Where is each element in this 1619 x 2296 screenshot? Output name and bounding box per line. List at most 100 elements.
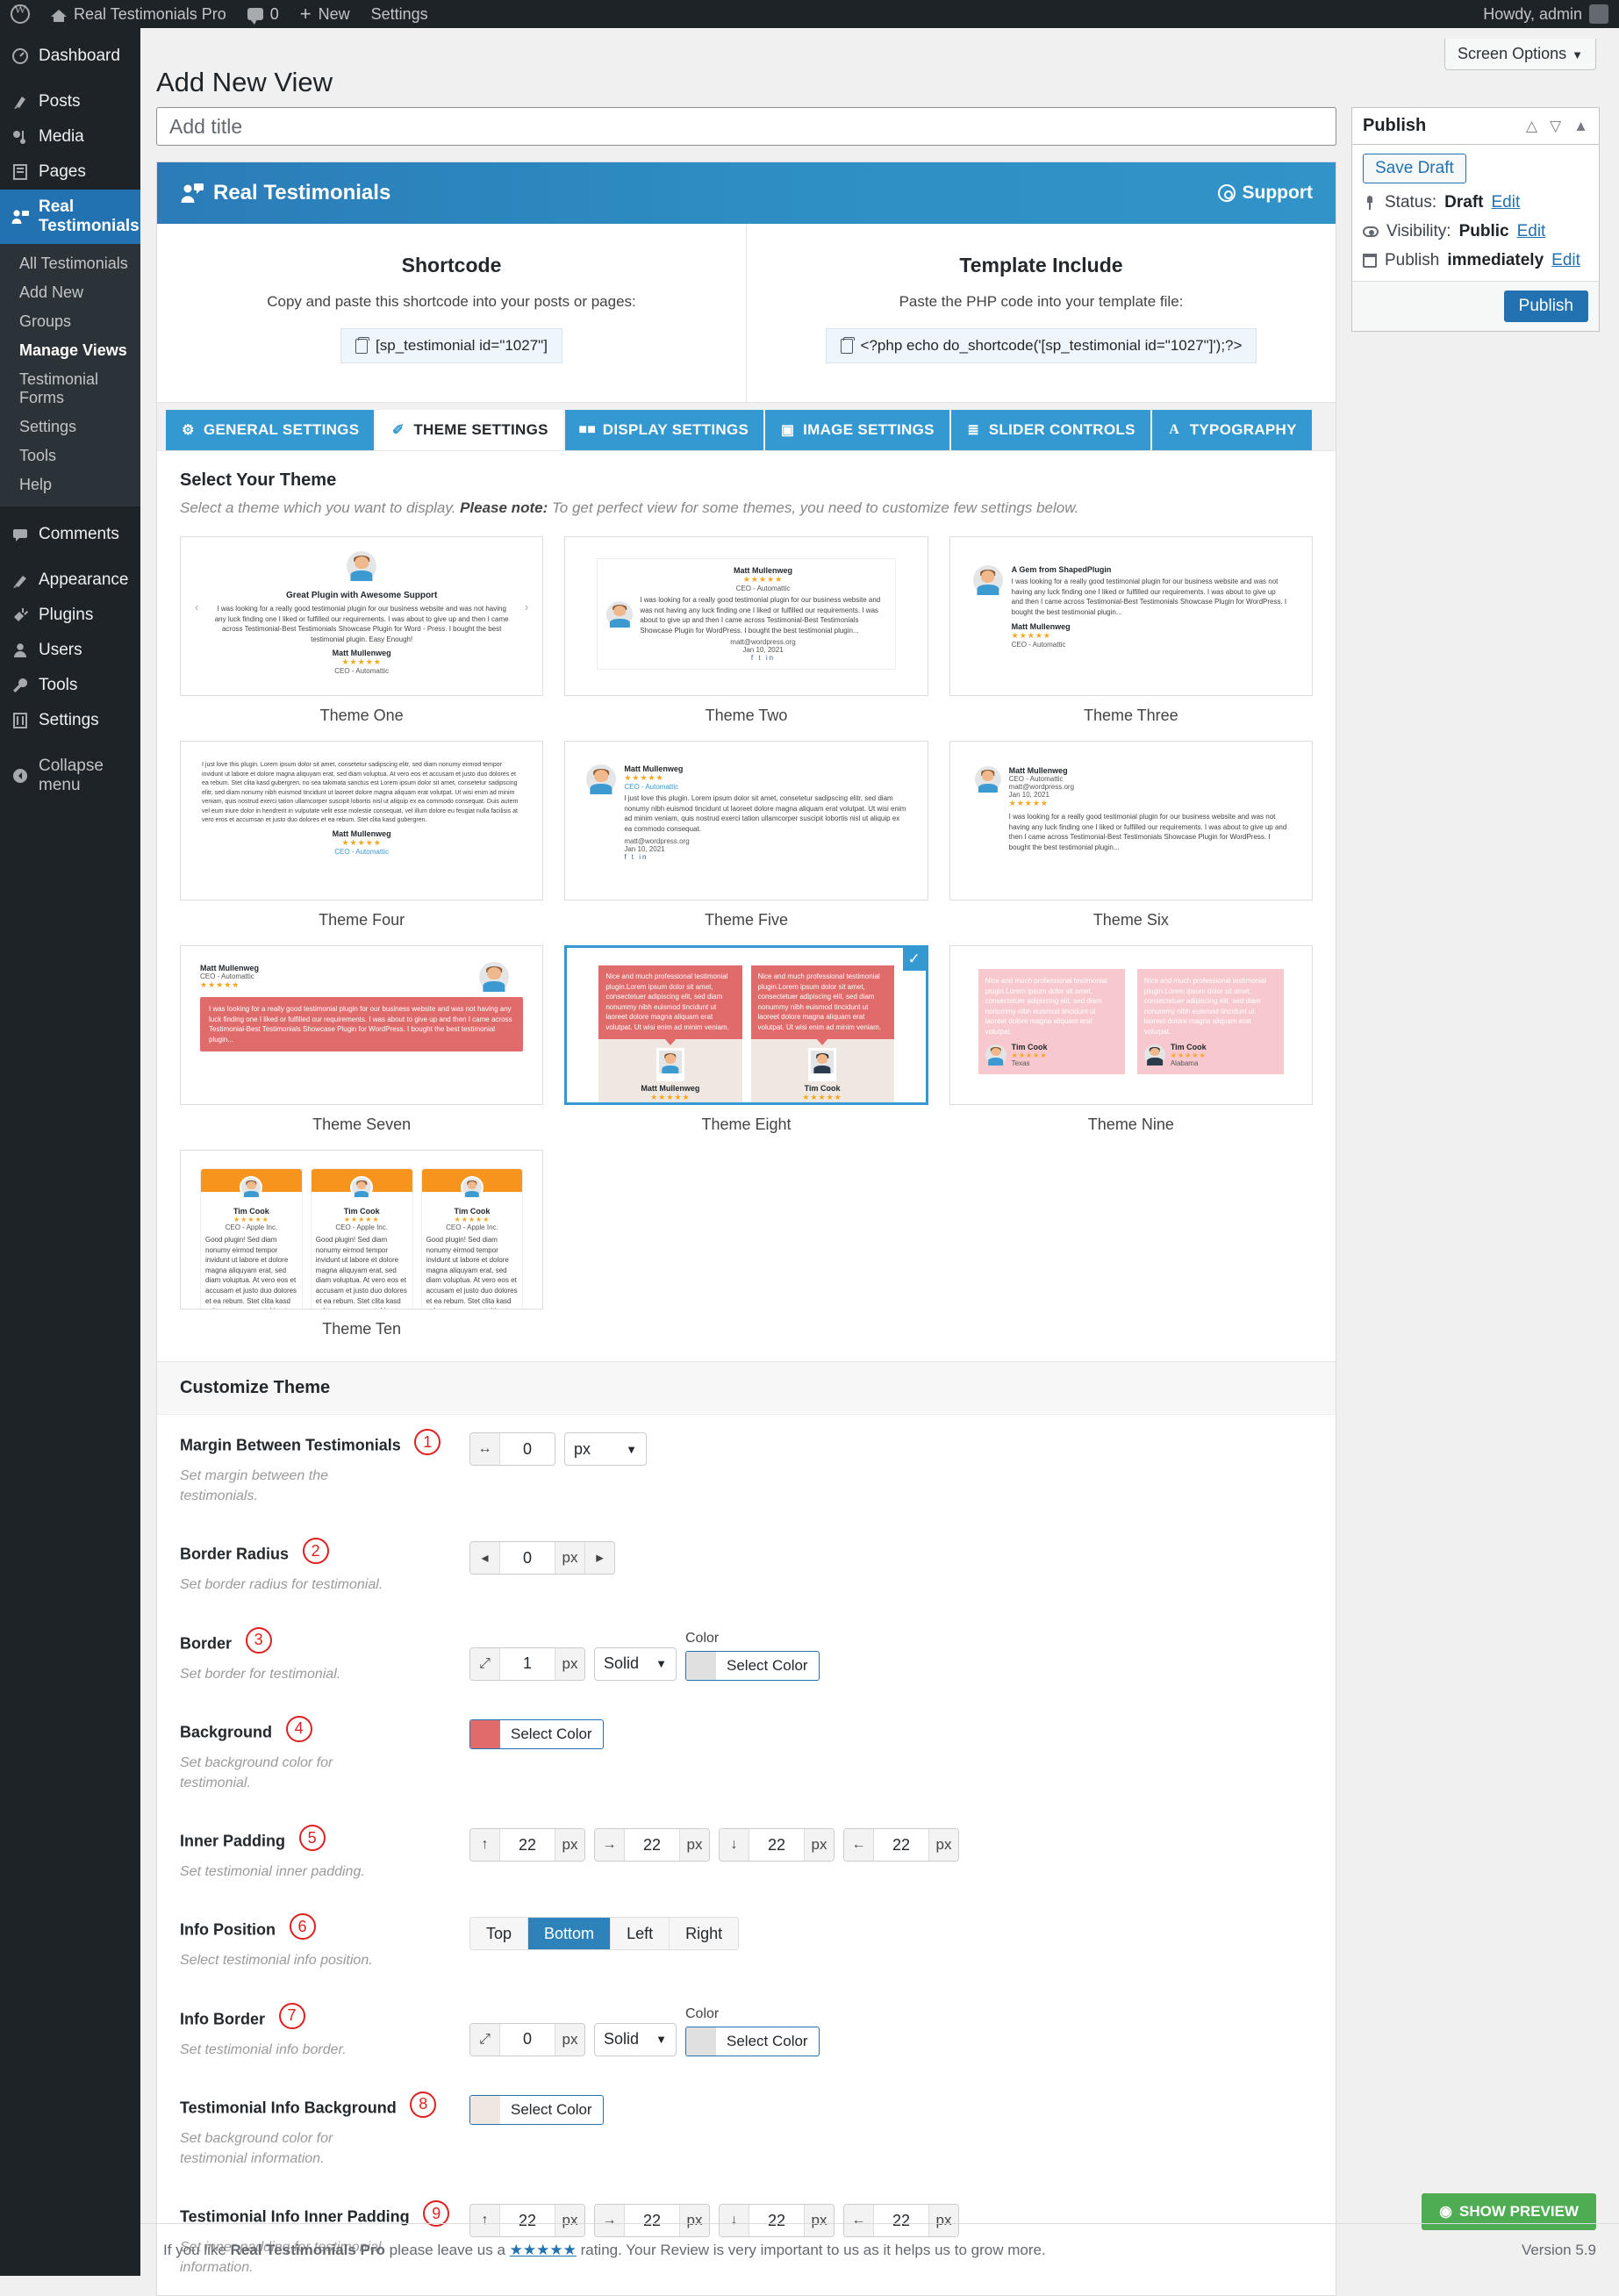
padding-bottom-spinner[interactable]: ↓ 22 px [719, 1828, 835, 1862]
sidebar-item-appearance[interactable]: Appearance [0, 563, 140, 598]
testimonial-info-background-color-picker[interactable]: Select Color [469, 2094, 604, 2125]
theme-thumbnail[interactable]: Tim Cook ★★★★★ CEO - Apple Inc. Good plu… [180, 1150, 544, 1309]
theme-card-seven[interactable]: Matt Mullenweg CEO - Automattic ★★★★★ I … [180, 945, 544, 1134]
shortcode-copy-box[interactable]: [sp_testimonial id="1027"] [340, 328, 562, 363]
info-border-color-picker[interactable]: Select Color [685, 2026, 820, 2056]
info-padding-bottom-value[interactable]: 22 [749, 2205, 804, 2237]
theme-card-three[interactable]: A Gem from ShapedPlugin I was looking fo… [949, 536, 1313, 725]
sidebar-item-groups[interactable]: Groups [0, 307, 140, 336]
new-content-menu[interactable]: + New [290, 0, 361, 28]
tab-slider-controls[interactable]: ≣ SLIDER CONTROLS [950, 410, 1150, 450]
padding-top-spinner[interactable]: ↑ 22 px [469, 1828, 585, 1862]
padding-left-spinner[interactable]: ← 22 px [843, 1828, 959, 1862]
support-link[interactable]: Support [1217, 183, 1313, 204]
info-padding-left-value[interactable]: 22 [874, 2205, 928, 2237]
info-position-bottom[interactable]: Bottom [528, 1918, 612, 1950]
tab-display-settings[interactable]: ■■ DISPLAY SETTINGS [564, 410, 764, 450]
border-width-spinner[interactable]: ⤢ 1 px [469, 1647, 585, 1681]
margin-value[interactable]: 0 [500, 1433, 555, 1465]
theme-thumbnail[interactable]: ✓ Nice and much professional testimonial… [564, 945, 928, 1105]
background-color-picker[interactable]: Select Color [469, 1718, 604, 1749]
save-draft-button[interactable]: Save Draft [1363, 154, 1466, 183]
right-arrow-icon[interactable]: ▸ [584, 1542, 614, 1575]
info-padding-right-value[interactable]: 22 [625, 2205, 679, 2237]
info-position-top[interactable]: Top [470, 1918, 529, 1950]
sidebar-item-add-new[interactable]: Add New [0, 278, 140, 307]
template-include-copy-box[interactable]: <?php echo do_shortcode('[sp_testimonial… [825, 328, 1257, 363]
info-padding-bottom-spinner[interactable]: ↓ 22 px [719, 2204, 835, 2238]
info-padding-top-value[interactable]: 22 [500, 2205, 555, 2237]
theme-thumbnail[interactable]: Nice and much professional testimonial p… [949, 945, 1313, 1105]
tab-typography[interactable]: A TYPOGRAPHY [1151, 410, 1312, 450]
theme-thumbnail[interactable]: A Gem from ShapedPlugin I was looking fo… [949, 536, 1313, 696]
theme-card-five[interactable]: Matt Mullenweg ★★★★★ CEO - Automattic I … [564, 741, 928, 929]
left-arrow-icon[interactable]: ◂ [470, 1542, 500, 1575]
sidebar-item-pages[interactable]: Pages [0, 154, 140, 190]
theme-thumbnail[interactable]: Matt Mullenweg ★★★★★ CEO - Automattic I … [564, 741, 928, 900]
padding-right-spinner[interactable]: → 22 px [594, 1828, 710, 1862]
wordpress-logo-menu[interactable] [0, 0, 40, 28]
publish-edit-link[interactable]: Edit [1551, 251, 1580, 269]
theme-thumbnail[interactable]: ‹ › Great Plugin with Awesome Support I … [180, 536, 544, 696]
adminbar-settings[interactable]: Settings [361, 0, 439, 28]
theme-thumbnail[interactable]: Matt Mullenweg CEO - Automattic matt@wor… [949, 741, 1313, 900]
sidebar-item-tools[interactable]: Tools [0, 668, 140, 703]
theme-thumbnail[interactable]: I just love this plugin. Lorem ipsum dol… [180, 741, 544, 900]
info-border-style-select[interactable]: Solid ▼ [594, 2022, 677, 2056]
sidebar-item-comments[interactable]: Comments [0, 517, 140, 552]
theme-card-eight[interactable]: ✓ Nice and much professional testimonial… [564, 945, 928, 1134]
info-padding-top-spinner[interactable]: ↑ 22 px [469, 2204, 585, 2238]
sidebar-item-all-testimonials[interactable]: All Testimonials [0, 249, 140, 278]
sidebar-item-plugin-tools[interactable]: Tools [0, 441, 140, 470]
padding-top-value[interactable]: 22 [500, 1829, 555, 1862]
toggle-panel-icon[interactable]: ▲ [1573, 117, 1588, 134]
border-radius-spinner[interactable]: ◂ 0 px ▸ [469, 1541, 615, 1575]
publish-button[interactable]: Publish [1503, 291, 1588, 322]
border-color-picker[interactable]: Select Color [685, 1650, 820, 1681]
site-name-menu[interactable]: Real Testimonials Pro [40, 0, 237, 28]
status-edit-link[interactable]: Edit [1491, 193, 1521, 212]
tab-image-settings[interactable]: ▣ IMAGE SETTINGS [765, 410, 949, 450]
title-input[interactable] [156, 107, 1336, 146]
theme-card-ten[interactable]: Tim Cook ★★★★★ CEO - Apple Inc. Good plu… [180, 1150, 544, 1338]
sidebar-item-plugin-settings[interactable]: Settings [0, 413, 140, 441]
theme-card-four[interactable]: I just love this plugin. Lorem ipsum dol… [180, 741, 544, 929]
border-radius-value[interactable]: 0 [500, 1542, 555, 1575]
sidebar-item-media[interactable]: Media [0, 119, 140, 154]
theme-card-one[interactable]: ‹ › Great Plugin with Awesome Support I … [180, 536, 544, 725]
account-menu[interactable]: Howdy, admin [1472, 0, 1619, 28]
sidebar-item-help[interactable]: Help [0, 470, 140, 499]
sidebar-item-collapse-menu[interactable]: Collapse menu [0, 749, 140, 803]
sidebar-item-dashboard[interactable]: Dashboard [0, 39, 140, 74]
info-position-right[interactable]: Right [670, 1918, 739, 1950]
tab-theme-settings[interactable]: ✐ THEME SETTINGS [376, 410, 563, 450]
move-down-icon[interactable]: ▽ [1550, 117, 1562, 134]
theme-card-nine[interactable]: Nice and much professional testimonial p… [949, 945, 1313, 1134]
all-sides-icon[interactable]: ⤢ [470, 2023, 500, 2056]
theme-card-two[interactable]: Matt Mullenweg ★★★★★ CEO - Automattic I … [564, 536, 928, 725]
margin-unit-select[interactable]: px ▼ [564, 1432, 647, 1466]
padding-left-value[interactable]: 22 [874, 1829, 928, 1862]
sidebar-item-posts[interactable]: Posts [0, 84, 140, 119]
comments-bubble[interactable]: 0 [237, 0, 290, 28]
screen-options-button[interactable]: Screen Options ▼ [1444, 39, 1596, 70]
theme-card-six[interactable]: Matt Mullenweg CEO - Automattic matt@wor… [949, 741, 1313, 929]
all-sides-icon[interactable]: ⤢ [470, 1647, 500, 1680]
move-up-icon[interactable]: △ [1526, 117, 1538, 134]
tab-general-settings[interactable]: ⚙ GENERAL SETTINGS [166, 410, 375, 450]
sidebar-item-users[interactable]: Users [0, 633, 140, 668]
padding-right-value[interactable]: 22 [625, 1829, 679, 1862]
theme-thumbnail[interactable]: Matt Mullenweg CEO - Automattic ★★★★★ I … [180, 945, 544, 1105]
sidebar-item-settings[interactable]: Settings [0, 703, 140, 738]
sidebar-item-plugins[interactable]: Plugins [0, 598, 140, 633]
margin-spinner[interactable]: ↔ 0 [469, 1432, 555, 1466]
sidebar-item-testimonial-forms[interactable]: Testimonial Forms [0, 365, 140, 413]
visibility-edit-link[interactable]: Edit [1516, 222, 1546, 240]
show-preview-button[interactable]: ◉ SHOW PREVIEW [1422, 2193, 1596, 2230]
info-border-width-spinner[interactable]: ⤢ 0 px [469, 2022, 585, 2056]
border-width-value[interactable]: 1 [500, 1647, 555, 1680]
sidebar-item-manage-views[interactable]: Manage Views [0, 336, 140, 365]
sidebar-item-real-testimonials[interactable]: Real Testimonials [0, 190, 147, 244]
info-border-width-value[interactable]: 0 [500, 2023, 555, 2056]
border-style-select[interactable]: Solid ▼ [594, 1647, 677, 1681]
